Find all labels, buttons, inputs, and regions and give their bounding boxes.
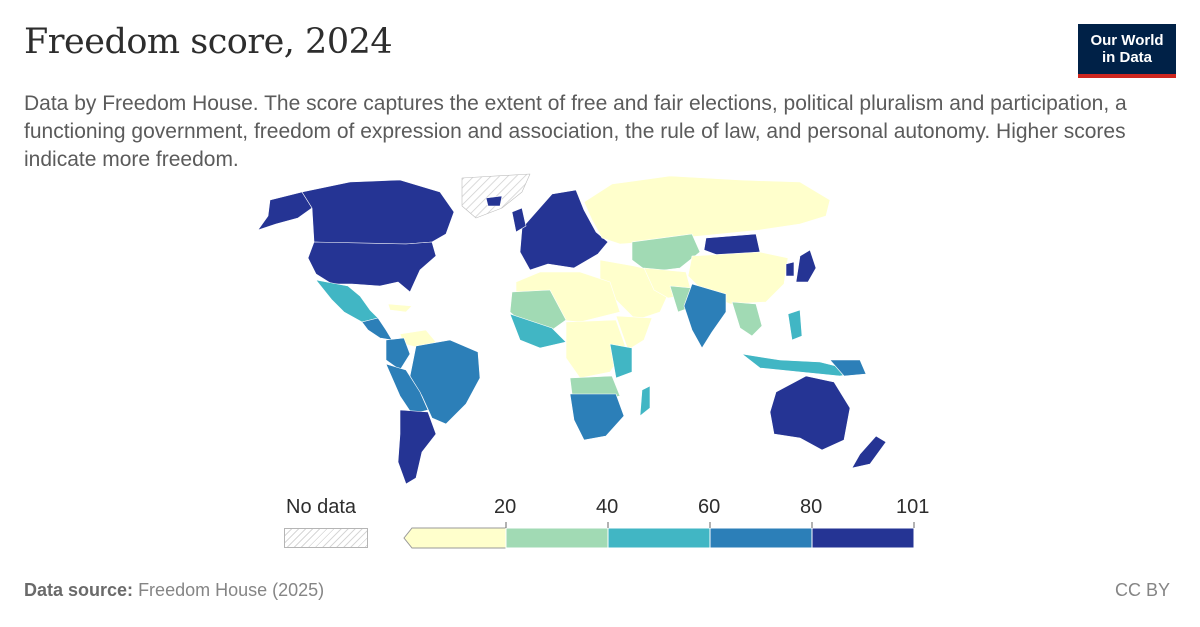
legend-tick-101: 101	[896, 496, 930, 518]
logo-line-2: in Data	[1101, 49, 1152, 66]
legend-tick-40: 40	[596, 496, 619, 518]
mexico[interactable]	[315, 279, 379, 323]
east-africa[interactable]	[609, 343, 633, 379]
legend-bin-20-40[interactable]	[505, 527, 609, 549]
data-source-value[interactable]: Freedom House (2025)	[138, 580, 325, 600]
southern-africa[interactable]	[569, 393, 625, 441]
license[interactable]: CC BY	[1114, 580, 1170, 600]
data-source[interactable]: Data source: Freedom House (2025)	[24, 580, 324, 601]
legend-bin-40-60[interactable]	[607, 527, 711, 549]
alaska[interactable]	[257, 191, 313, 231]
greenland[interactable]	[461, 173, 531, 219]
europe[interactable]	[519, 189, 609, 271]
india[interactable]	[683, 283, 727, 349]
russia[interactable]	[583, 175, 831, 245]
color-scale-legend	[403, 522, 915, 549]
madagascar[interactable]	[639, 385, 651, 417]
peru-bolivia[interactable]	[385, 363, 429, 415]
no-data-label: No data	[286, 496, 357, 518]
central-africa[interactable]	[565, 319, 627, 379]
central-america[interactable]	[361, 317, 393, 341]
united-kingdom[interactable]	[511, 207, 527, 233]
new-zealand[interactable]	[851, 435, 887, 469]
colombia[interactable]	[385, 337, 411, 371]
legend-bin-60-80[interactable]	[709, 527, 813, 549]
iceland[interactable]	[485, 195, 503, 207]
logo-line-1: Our World	[1090, 32, 1164, 49]
no-data-swatch[interactable]	[284, 528, 368, 548]
japan[interactable]	[795, 249, 817, 283]
south-korea[interactable]	[785, 261, 795, 277]
chart-subtitle: Data by Freedom House. The score capture…	[24, 92, 1127, 171]
world-map[interactable]	[240, 172, 900, 492]
legend-tick-20: 20	[494, 496, 517, 518]
central-asia[interactable]	[631, 233, 701, 273]
papua-new-guinea[interactable]	[829, 359, 867, 377]
legend-tick-80: 80	[800, 496, 823, 518]
canada[interactable]	[301, 179, 455, 245]
cuba[interactable]	[387, 303, 413, 313]
legend-tick-60: 60	[698, 496, 721, 518]
legend-bin-80-101[interactable]	[811, 527, 915, 549]
chart-title: Freedom score, 2024	[24, 22, 393, 62]
data-source-label: Data source:	[24, 580, 134, 600]
australia[interactable]	[769, 375, 851, 451]
west-africa-coast[interactable]	[509, 313, 567, 349]
argentina-chile[interactable]	[397, 409, 437, 485]
southeast-asia[interactable]	[731, 301, 763, 337]
united-states[interactable]	[307, 241, 437, 293]
horn-of-africa[interactable]	[615, 315, 653, 351]
legend-bin-0-20[interactable]	[403, 527, 507, 549]
philippines[interactable]	[787, 309, 803, 341]
owid-logo[interactable]: Our World in Data	[1078, 24, 1176, 78]
